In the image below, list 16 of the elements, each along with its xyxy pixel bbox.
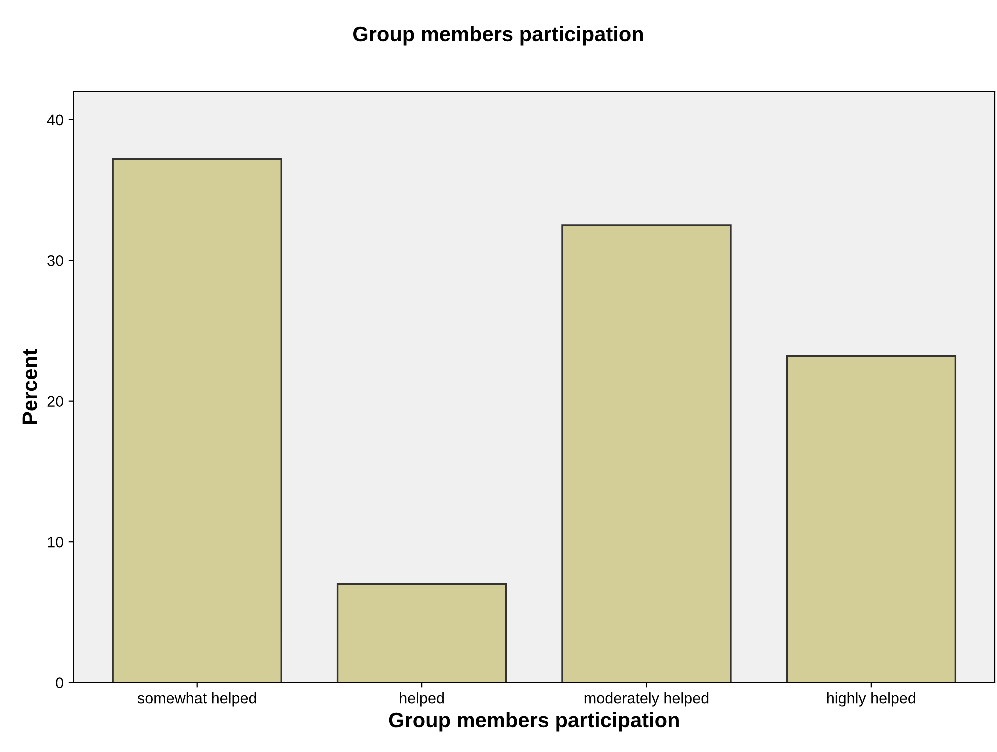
y-tick-label: 30 [48, 255, 64, 266]
x-tick-label: highly helped [827, 692, 916, 707]
y-tick-label: 0 [56, 678, 64, 688]
x-tick-label: moderately helped [584, 692, 709, 707]
y-tick-label: 10 [48, 536, 64, 548]
chart-title: Group members participation [354, 26, 644, 46]
x-axis-title: Group members participation [389, 712, 679, 732]
y-tick-label: 20 [48, 396, 64, 408]
bar [562, 224, 732, 683]
bar [112, 158, 282, 683]
y-axis-title: Percent [22, 349, 38, 424]
x-tick-label: somewhat helped [138, 692, 256, 707]
bar [336, 583, 508, 683]
x-tick-label: helped [400, 692, 444, 707]
y-tick-label: 40 [47, 114, 64, 126]
bar [786, 355, 957, 683]
